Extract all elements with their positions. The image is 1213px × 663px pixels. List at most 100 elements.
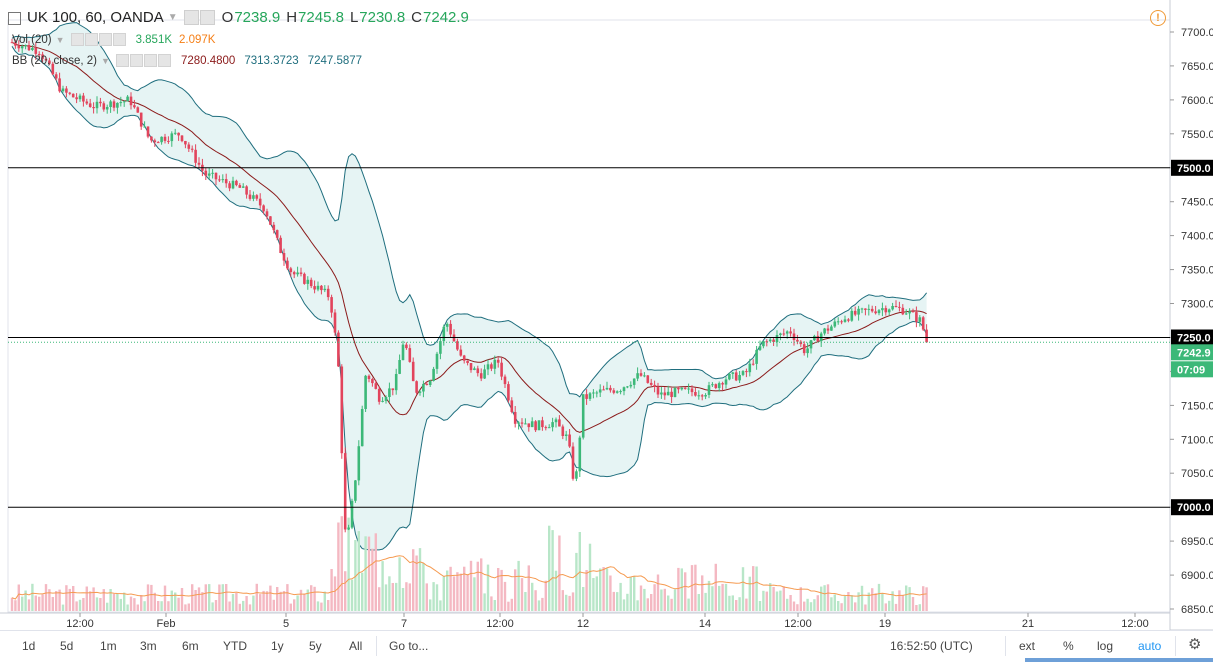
eye-icon[interactable] bbox=[115, 54, 129, 67]
volume-bar bbox=[840, 603, 843, 611]
volume-bar bbox=[408, 583, 411, 611]
gear-icon[interactable]: ⚙ bbox=[1188, 636, 1202, 653]
volume-bar bbox=[660, 589, 663, 611]
volume-bar bbox=[796, 604, 799, 611]
candle-body bbox=[670, 391, 673, 397]
volume-bar bbox=[609, 575, 612, 611]
candle-body bbox=[677, 388, 680, 390]
candle-body bbox=[347, 527, 350, 530]
candle-body bbox=[126, 96, 129, 102]
volume-bar bbox=[412, 549, 415, 611]
candle-body bbox=[303, 273, 306, 284]
volume-bar bbox=[303, 593, 306, 611]
chevron-down-icon[interactable]: ▼ bbox=[101, 55, 110, 66]
eye-icon[interactable] bbox=[70, 33, 84, 46]
candle-body bbox=[153, 140, 157, 143]
volume-bar bbox=[503, 581, 507, 611]
symbol-title[interactable]: UK 100, 60, OANDA bbox=[27, 8, 164, 26]
eye-icon[interactable] bbox=[183, 9, 199, 25]
candle-body bbox=[160, 136, 163, 143]
volume-bar bbox=[68, 588, 71, 611]
candle-body bbox=[884, 308, 888, 313]
candle-body bbox=[864, 308, 867, 310]
range-3m[interactable]: 3m bbox=[140, 639, 157, 653]
settings-icon[interactable] bbox=[129, 54, 143, 67]
candle-body bbox=[901, 307, 905, 315]
range-1m[interactable]: 1m bbox=[100, 639, 117, 653]
settings-icon[interactable] bbox=[84, 33, 98, 46]
volume-indicator-name[interactable]: Vol (20) bbox=[12, 33, 52, 46]
chevron-down-icon[interactable]: ▼ bbox=[55, 34, 65, 45]
settings-icon[interactable] bbox=[199, 9, 215, 25]
ext-toggle[interactable]: ext bbox=[1019, 639, 1036, 653]
alert-icon[interactable]: ! bbox=[1150, 10, 1166, 26]
candle-body bbox=[211, 172, 214, 174]
volume-bar bbox=[565, 594, 568, 611]
range-ytd[interactable]: YTD bbox=[223, 639, 247, 653]
candle-body bbox=[595, 392, 599, 394]
volume-bar bbox=[922, 586, 925, 611]
candle-body bbox=[323, 288, 327, 291]
percent-toggle[interactable]: % bbox=[1063, 639, 1074, 653]
volume-bar bbox=[38, 596, 41, 611]
chevron-down-icon[interactable]: ▼ bbox=[167, 11, 178, 23]
candle-body bbox=[350, 500, 354, 528]
volume-bar bbox=[282, 591, 286, 611]
range-6m[interactable]: 6m bbox=[182, 639, 199, 653]
log-toggle[interactable]: log bbox=[1097, 639, 1114, 653]
candle-body bbox=[833, 321, 837, 327]
range-1d[interactable]: 1d bbox=[22, 639, 36, 653]
volume-bar bbox=[588, 543, 592, 611]
volume-bar bbox=[27, 599, 31, 611]
goto-button[interactable]: Go to... bbox=[389, 639, 429, 653]
add-icon[interactable] bbox=[98, 33, 112, 46]
volume-bar bbox=[323, 591, 326, 611]
time-tick-label: 12:00 bbox=[784, 618, 812, 630]
candle-body bbox=[425, 383, 429, 385]
range-all[interactable]: All bbox=[349, 639, 363, 653]
volume-bar bbox=[551, 530, 554, 611]
candle-body bbox=[442, 326, 446, 342]
candle-body bbox=[78, 95, 82, 100]
remove-icon[interactable] bbox=[112, 33, 126, 46]
volume-bar bbox=[208, 584, 211, 611]
candle-body bbox=[163, 136, 167, 141]
volume-bar bbox=[123, 592, 126, 611]
range-5d[interactable]: 5d bbox=[60, 639, 74, 653]
candle-body bbox=[71, 93, 75, 98]
time-scrollbar[interactable] bbox=[1025, 658, 1213, 662]
candle-body bbox=[646, 375, 650, 383]
volume-bar bbox=[262, 590, 265, 611]
volume-bar bbox=[126, 604, 129, 611]
range-5y[interactable]: 5y bbox=[309, 639, 322, 653]
volume-bar bbox=[735, 600, 738, 611]
candle-body bbox=[632, 378, 636, 385]
volume-bar bbox=[626, 593, 629, 611]
volume-bar bbox=[187, 603, 190, 611]
level-7250-badge-bg bbox=[1171, 329, 1213, 346]
candle-body bbox=[109, 101, 112, 107]
volume-bar bbox=[707, 580, 711, 611]
volume-bar bbox=[497, 568, 500, 611]
collapse-toggle-icon[interactable] bbox=[8, 11, 21, 25]
remove-icon[interactable] bbox=[157, 54, 171, 67]
volume-bar bbox=[51, 597, 54, 611]
candle-body bbox=[612, 390, 616, 393]
volume-bar bbox=[422, 563, 425, 611]
candle-body bbox=[445, 323, 449, 327]
clock-readout[interactable]: 16:52:50 (UTC) bbox=[890, 639, 973, 653]
candle-body bbox=[473, 368, 476, 370]
add-icon[interactable] bbox=[143, 54, 157, 67]
price-tick-label: 7050.0 bbox=[1181, 468, 1213, 480]
bollinger-indicator-name[interactable]: BB (20, close, 2) bbox=[12, 54, 98, 67]
auto-scale-toggle[interactable]: auto bbox=[1138, 639, 1162, 653]
volume-bar bbox=[908, 587, 911, 611]
candle-body bbox=[887, 309, 891, 313]
level-7500-badge-bg bbox=[1171, 159, 1213, 176]
divider bbox=[1005, 636, 1006, 656]
volume-bar bbox=[483, 593, 486, 611]
time-tick-label: 12 bbox=[577, 618, 589, 630]
volume-bar bbox=[534, 590, 537, 611]
range-1y[interactable]: 1y bbox=[271, 639, 284, 653]
